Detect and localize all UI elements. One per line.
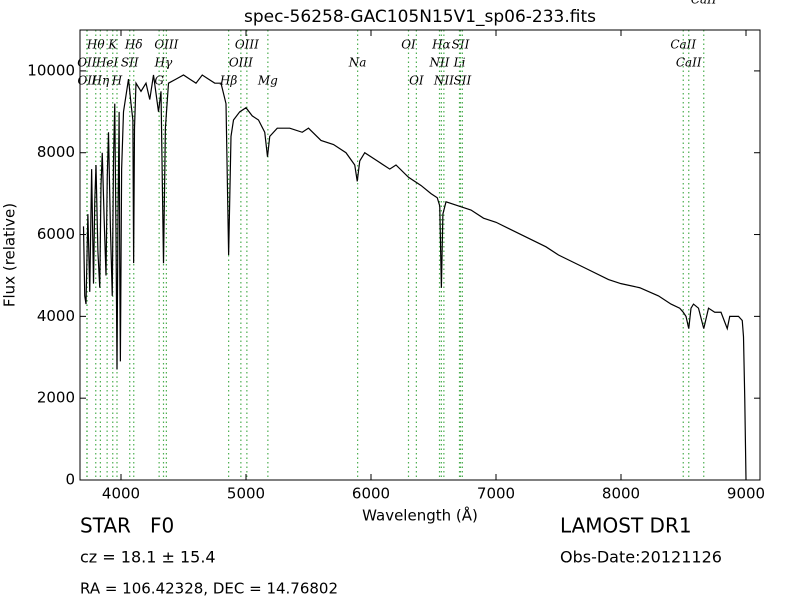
x-tick-label: 8000: [602, 485, 640, 503]
spectral-line-label: HeI: [95, 56, 119, 70]
spectral-line-label: Mg: [257, 74, 278, 88]
spectral-line-label: OI: [409, 74, 424, 88]
spectral-line-label: OIII: [235, 38, 259, 52]
spectral-line-label: OIII: [154, 38, 178, 52]
y-tick-label: 4000: [37, 307, 75, 325]
spectral-line-label: CaII: [676, 56, 702, 70]
redshift: cz = 18.1 ± 15.4: [80, 548, 216, 567]
spectral-line-label: SII: [452, 38, 470, 52]
y-tick-label: 6000: [37, 225, 75, 243]
survey: LAMOST DR1: [560, 514, 692, 538]
x-tick-label: 9000: [727, 485, 765, 503]
spectral-line-label: Hθ: [86, 38, 105, 52]
spectral-line-label: H: [111, 74, 123, 88]
spectrum-line: [82, 74, 747, 481]
spectral-line-label: Hδ: [124, 38, 143, 52]
y-tick-label: 0: [65, 471, 75, 489]
obs-date: Obs-Date:20121126: [560, 548, 722, 567]
coordinates: RA = 106.42328, DEC = 14.76802: [80, 580, 338, 598]
spectral-line-label: Hγ: [154, 56, 173, 70]
spectral-line-label: NII: [429, 56, 450, 70]
spectral-line-label: OIII: [229, 56, 253, 70]
spectral-line-label: SII: [454, 74, 472, 88]
spectral-line-label: Hβ: [219, 74, 237, 88]
spectral-line-label: NII: [433, 74, 454, 88]
y-tick-label: 10000: [27, 61, 75, 79]
y-axis-label: Flux (relative): [1, 203, 19, 307]
spectral-line-label: OII: [77, 74, 97, 88]
x-tick-label: 6000: [352, 485, 390, 503]
plot-frame: [79, 29, 761, 481]
spectral-line-label: Hα: [431, 38, 451, 52]
spectral-line-label: Hη: [91, 74, 110, 88]
y-tick-label: 8000: [37, 143, 75, 161]
x-tick-label: 4000: [102, 485, 140, 503]
x-axis-label: Wavelength (Å): [362, 506, 478, 525]
y-tick-label: 2000: [37, 389, 75, 407]
spectral-line-label: K: [107, 38, 118, 52]
spectral-line-label: CaII: [691, 0, 717, 7]
x-tick-label: 5000: [227, 485, 265, 503]
spectral-line-label: Na: [348, 56, 367, 70]
spectral-line-label: Li: [453, 56, 466, 70]
spectral-line-label: G: [154, 74, 164, 88]
spectral-line-label: OI: [401, 38, 416, 52]
spectral-line-label: CaII: [670, 38, 696, 52]
chart-title: spec-56258-GAC105N15V1_sp06-233.fits: [244, 7, 596, 27]
x-tick-label: 7000: [477, 485, 515, 503]
object-class: STAR F0: [80, 514, 174, 538]
spectral-line-label: SII: [121, 56, 139, 70]
